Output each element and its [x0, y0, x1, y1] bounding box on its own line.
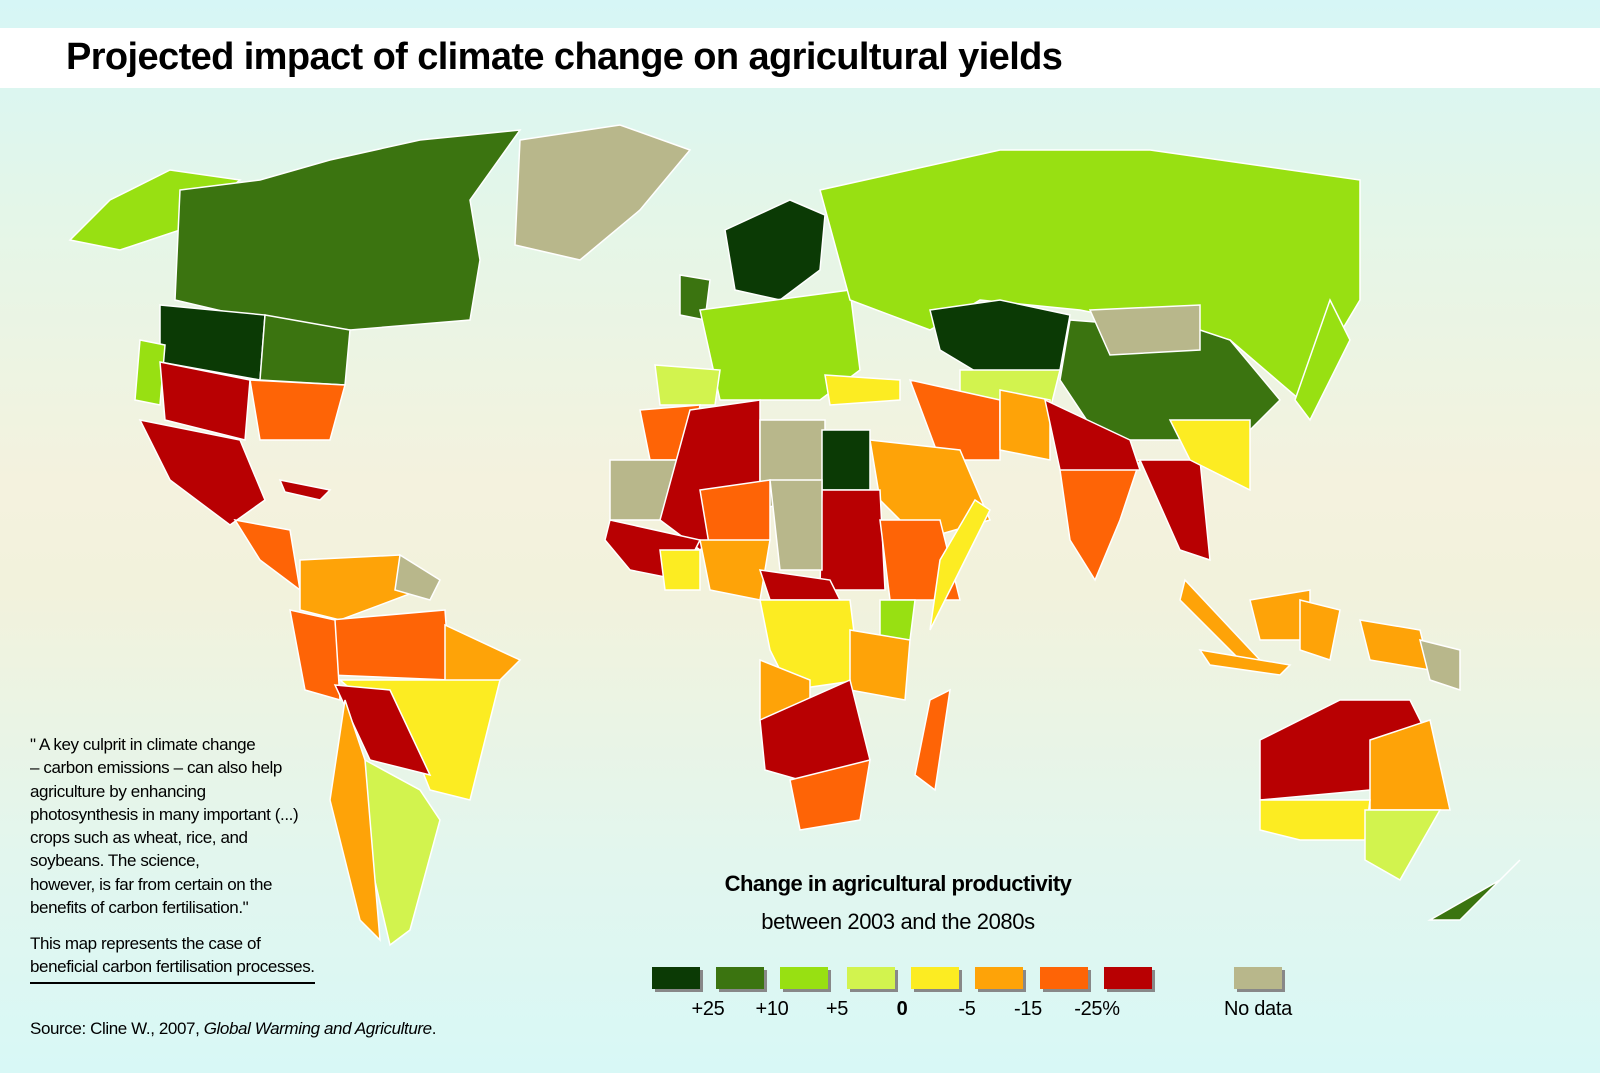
country-region [394, 553, 441, 601]
legend-swatch [847, 967, 895, 989]
country-region [289, 609, 341, 702]
country-region [789, 758, 871, 831]
country-region [759, 599, 861, 691]
map-note: This map represents the case of benefici… [30, 932, 315, 984]
legend-title: Change in agricultural productivity [724, 871, 1072, 896]
quote-line: however, is far from certain on the [30, 874, 273, 894]
country-region [1088, 304, 1201, 356]
country-region [1198, 648, 1292, 676]
country-region [1168, 419, 1251, 492]
title-band [0, 28, 1600, 88]
source-title: Global Warming and Agriculture [203, 1019, 432, 1038]
legend-label-no-data: No data [1224, 998, 1292, 1020]
legend-swatch [716, 967, 764, 989]
country-region [724, 199, 826, 301]
country-region [821, 429, 871, 491]
country-region [654, 364, 721, 406]
country-region [134, 339, 166, 406]
country-region [659, 549, 701, 591]
country-region [1418, 638, 1461, 692]
country-region [1294, 298, 1351, 422]
source-suffix: . [431, 1019, 437, 1038]
country-region [769, 479, 823, 571]
country-region [1138, 459, 1211, 562]
country-region [1043, 398, 1142, 471]
country-region [819, 489, 886, 591]
country-region [514, 124, 692, 261]
country-region [299, 554, 422, 621]
legend-swatch [1104, 967, 1152, 989]
country-region [333, 684, 432, 777]
country-region [908, 378, 1001, 461]
country-region [1364, 809, 1442, 882]
source-prefix: Source: Cline W., 2007, [30, 1019, 204, 1038]
country-region [1299, 599, 1341, 661]
legend-swatch [911, 967, 959, 989]
quote-line: agriculture by enhancing [30, 781, 206, 801]
legend-swatch-no-data [1234, 967, 1282, 989]
country-region [819, 149, 1361, 402]
quote-line: " A key culprit in climate change [30, 735, 256, 754]
legend-subtitle: between 2003 and the 2080s [761, 909, 1035, 934]
country-region [174, 129, 522, 331]
legend-swatch [1040, 967, 1088, 989]
legend-swatch [780, 967, 828, 989]
country-region [278, 478, 332, 501]
country-region [329, 699, 381, 942]
country-region [1259, 799, 1371, 841]
note-line-underlined: beneficial carbon fertilisation processe… [30, 955, 315, 984]
country-region [233, 518, 302, 592]
legend-swatch [652, 967, 700, 989]
country-region [1369, 719, 1451, 811]
country-region [914, 688, 951, 792]
quote-line: soybeans. The science, [30, 851, 200, 871]
quote-line: benefits of carbon fertilisation." [30, 898, 249, 918]
quote-line: – carbon emissions – can also help [30, 758, 282, 778]
country-region [929, 299, 1071, 381]
legend-label: 0 [896, 998, 908, 1020]
country-region [159, 361, 251, 441]
source-citation: Source: Cline W., 2007, Global Warming a… [30, 1019, 436, 1039]
country-region [824, 374, 901, 406]
quote-line: photosynthesis in many important (...) [30, 804, 299, 824]
legend-label: +25 [691, 998, 725, 1020]
country-region [249, 379, 346, 441]
legend-label: -5 [958, 998, 976, 1020]
legend-label: -25% [1074, 998, 1120, 1020]
country-region [1358, 619, 1432, 671]
legend-label: +5 [825, 998, 849, 1020]
country-region [879, 599, 916, 641]
map-title: Projected impact of climate change on ag… [66, 36, 1063, 78]
quote-line: crops such as wheat, rice, and [30, 828, 248, 848]
country-region [329, 609, 451, 681]
country-region [1427, 859, 1521, 921]
legend-label: +10 [755, 998, 789, 1020]
country-region [849, 629, 911, 701]
country-region [929, 498, 991, 631]
country-region [138, 418, 266, 526]
quote-text: " A key culprit in climate change – carb… [30, 733, 299, 919]
country-region [999, 389, 1051, 461]
legend-label: -15 [1013, 998, 1042, 1020]
country-region [1059, 459, 1142, 582]
legend-swatch [975, 967, 1023, 989]
note-line: This map represents the case of [30, 934, 261, 953]
